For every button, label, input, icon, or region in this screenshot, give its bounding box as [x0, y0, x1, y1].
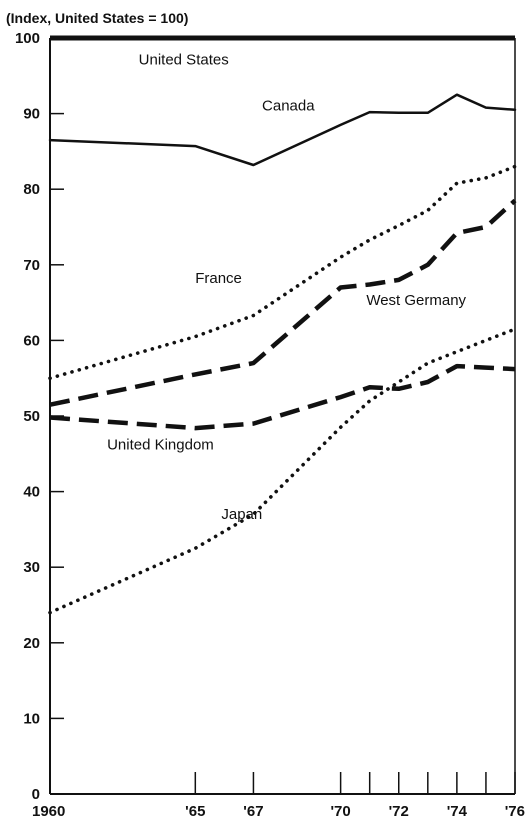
series-label-united-states: United States — [139, 51, 229, 68]
y-tick-label: 10 — [23, 710, 40, 727]
axis-note: (Index, United States = 100) — [6, 10, 188, 26]
y-tick-label: 100 — [15, 30, 40, 47]
y-tick-label: 60 — [23, 332, 40, 349]
x-tick-label: '65 — [185, 803, 205, 820]
series-lines — [48, 35, 517, 615]
y-tick-label: 80 — [23, 181, 40, 198]
y-tick-label: 20 — [23, 635, 40, 652]
series-line-japan — [48, 327, 517, 615]
series-line-canada — [48, 93, 517, 167]
x-tick-label: '74 — [447, 803, 468, 820]
x-tick-label: '70 — [330, 803, 350, 820]
x-tick-label: '67 — [243, 803, 263, 820]
series-label-united-kingdom: United Kingdom — [107, 436, 214, 453]
series-label-canada: Canada — [262, 98, 315, 115]
x-tick-label: '72 — [389, 803, 409, 820]
series-label-japan: Japan — [221, 506, 262, 523]
series-line-united-kingdom — [49, 363, 516, 431]
series-labels: United States Canada France West Germany Uni… — [107, 51, 466, 522]
series-line-france — [48, 164, 517, 381]
axes: 0 10 20 30 40 50 60 70 80 90 100 1960 '65 '67 '70 '72 '7… — [15, 30, 525, 820]
y-tick-label: 70 — [23, 257, 40, 274]
series-label-west-germany: West Germany — [366, 292, 466, 309]
y-tick-label: 30 — [23, 559, 40, 576]
series-label-france: France — [195, 270, 242, 287]
series-line-west-germany — [49, 198, 517, 407]
y-tick-label: 40 — [23, 484, 40, 501]
x-tick-label: '76 — [505, 803, 525, 820]
y-tick-label: 50 — [23, 408, 40, 425]
x-tick-label: 1960 — [32, 803, 65, 820]
y-tick-label: 90 — [23, 106, 40, 123]
y-tick-label: 0 — [32, 786, 40, 803]
